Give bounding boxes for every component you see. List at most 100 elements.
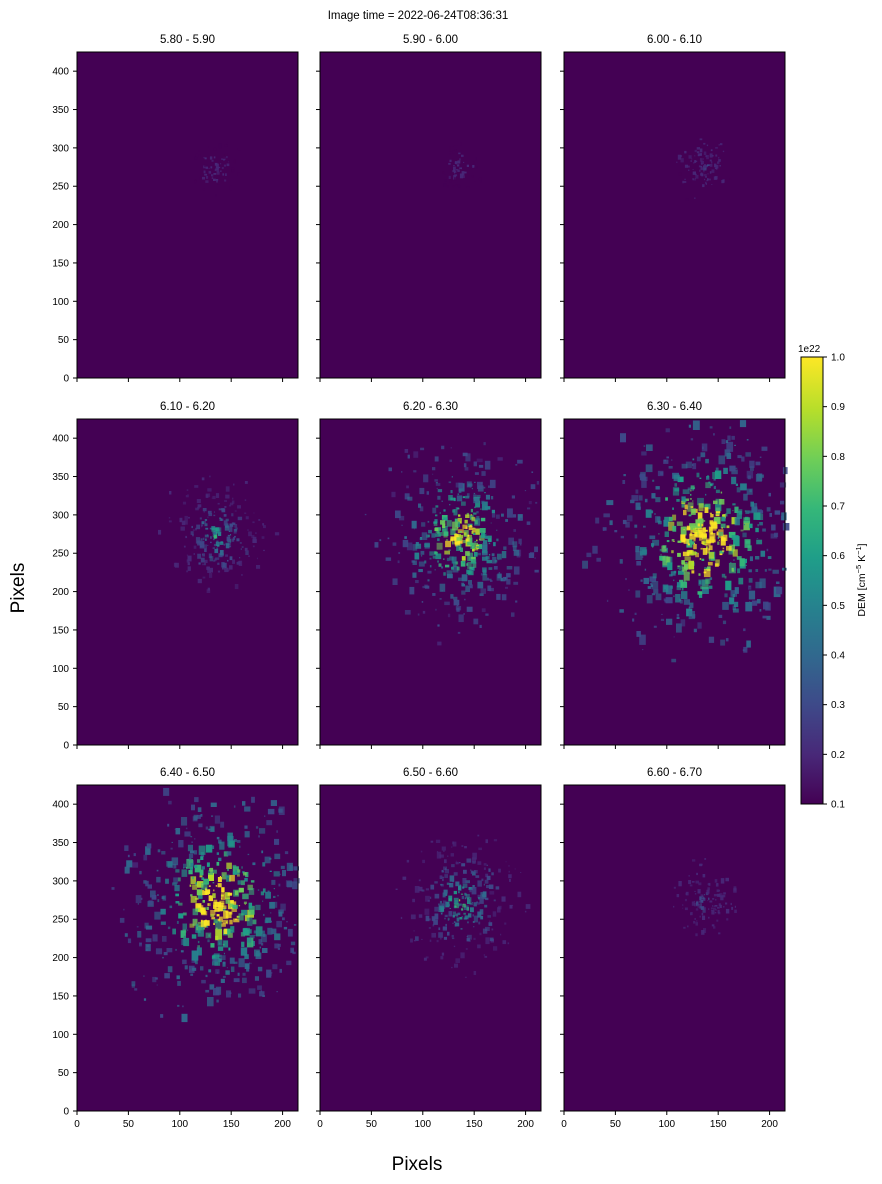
emission-pixel [216, 852, 219, 855]
emission-pixel [185, 827, 188, 830]
emission-pixel [759, 510, 764, 514]
emission-pixel [478, 921, 481, 925]
emission-pixel [770, 533, 778, 539]
emission-pixel [440, 956, 444, 960]
emission-pixel [686, 525, 690, 530]
emission-pixel [421, 938, 423, 940]
emission-pixel [690, 489, 692, 492]
emission-pixel [709, 521, 717, 526]
emission-pixel [734, 506, 739, 513]
emission-pixel [488, 542, 491, 545]
emission-pixel [228, 530, 230, 532]
emission-pixel [442, 171, 445, 174]
emission-pixel [497, 457, 503, 461]
emission-pixel [485, 556, 490, 560]
emission-pixel [176, 975, 180, 980]
emission-pixel [716, 532, 720, 536]
emission-pixel [438, 532, 445, 536]
emission-pixel [432, 924, 435, 927]
emission-pixel [488, 554, 491, 556]
emission-pixel [211, 845, 215, 849]
emission-pixel [638, 495, 643, 501]
emission-pixel [690, 541, 695, 545]
emission-pixel [635, 590, 641, 598]
emission-pixel [253, 930, 258, 934]
emission-pixel [225, 486, 230, 492]
panel-9: 6.60 - 6.700 50 100 150 200 [560, 767, 786, 1130]
emission-pixel [477, 581, 484, 589]
emission-pixel [673, 636, 675, 638]
emission-pixel [458, 899, 461, 902]
emission-pixel [705, 181, 707, 184]
emission-pixel [685, 461, 692, 469]
emission-pixel [439, 854, 444, 858]
emission-pixel [202, 553, 205, 557]
colorbar-tick-label: 0.4 [831, 651, 845, 662]
emission-pixel [222, 907, 226, 912]
emission-pixel [681, 463, 688, 469]
x-tick-label: 150 [223, 1119, 240, 1130]
emission-pixel [479, 593, 484, 596]
emission-pixel [237, 172, 241, 176]
emission-pixel [211, 917, 216, 920]
emission-pixel [634, 534, 638, 539]
emission-pixel [693, 544, 697, 550]
emission-pixel [695, 908, 699, 911]
emission-pixel [683, 564, 689, 570]
emission-pixel [220, 821, 225, 828]
emission-pixel [439, 875, 443, 879]
emission-pixel [459, 917, 463, 920]
panel-8: 6.50 - 6.600 50 100 150 200 [316, 767, 542, 1130]
emission-pixel [425, 888, 429, 891]
emission-pixel [488, 567, 493, 570]
emission-pixel [410, 914, 416, 920]
emission-pixel [498, 868, 501, 873]
emission-pixel [704, 858, 707, 860]
emission-pixel [229, 523, 234, 527]
emission-pixel [262, 523, 265, 526]
emission-pixel [676, 582, 682, 588]
emission-pixel [706, 538, 711, 546]
emission-pixel [761, 446, 768, 451]
emission-pixel [242, 801, 246, 806]
emission-pixel [716, 167, 718, 170]
y-axis-label: Pixels [8, 563, 29, 614]
emission-pixel [520, 517, 523, 521]
panel-frame [319, 51, 542, 379]
colorbar-tick-label: 1.0 [831, 353, 845, 364]
emission-pixel [124, 845, 129, 851]
emission-pixel [223, 562, 227, 569]
emission-pixel [662, 556, 669, 566]
emission-pixel [464, 519, 468, 524]
emission-pixel [700, 547, 703, 550]
emission-pixel [192, 876, 194, 880]
emission-pixel [505, 586, 508, 589]
emission-pixel [207, 544, 209, 546]
emission-pixel [453, 171, 456, 174]
emission-pixel [229, 565, 233, 570]
emission-pixel [698, 527, 704, 535]
emission-pixel [483, 569, 487, 576]
emission-pixel [762, 528, 766, 532]
emission-pixel [183, 520, 188, 525]
emission-pixel [187, 844, 193, 852]
emission-pixel [224, 506, 227, 508]
emission-pixel [443, 850, 445, 852]
emission-pixel [462, 886, 465, 889]
emission-pixel [703, 906, 706, 909]
emission-pixel [471, 857, 476, 863]
emission-pixel [271, 879, 276, 885]
emission-pixel [432, 593, 436, 596]
emission-pixel [487, 585, 492, 591]
y-tick-label: 300 [52, 143, 69, 154]
emission-pixel [250, 962, 252, 965]
emission-pixel [444, 601, 450, 606]
emission-pixel [467, 897, 472, 904]
emission-pixel [427, 534, 430, 538]
emission-pixel [455, 184, 458, 187]
emission-pixel [254, 934, 256, 936]
emission-pixel [211, 159, 214, 162]
emission-pixel [483, 442, 486, 446]
emission-pixel [186, 867, 188, 869]
emission-pixel [692, 169, 694, 170]
